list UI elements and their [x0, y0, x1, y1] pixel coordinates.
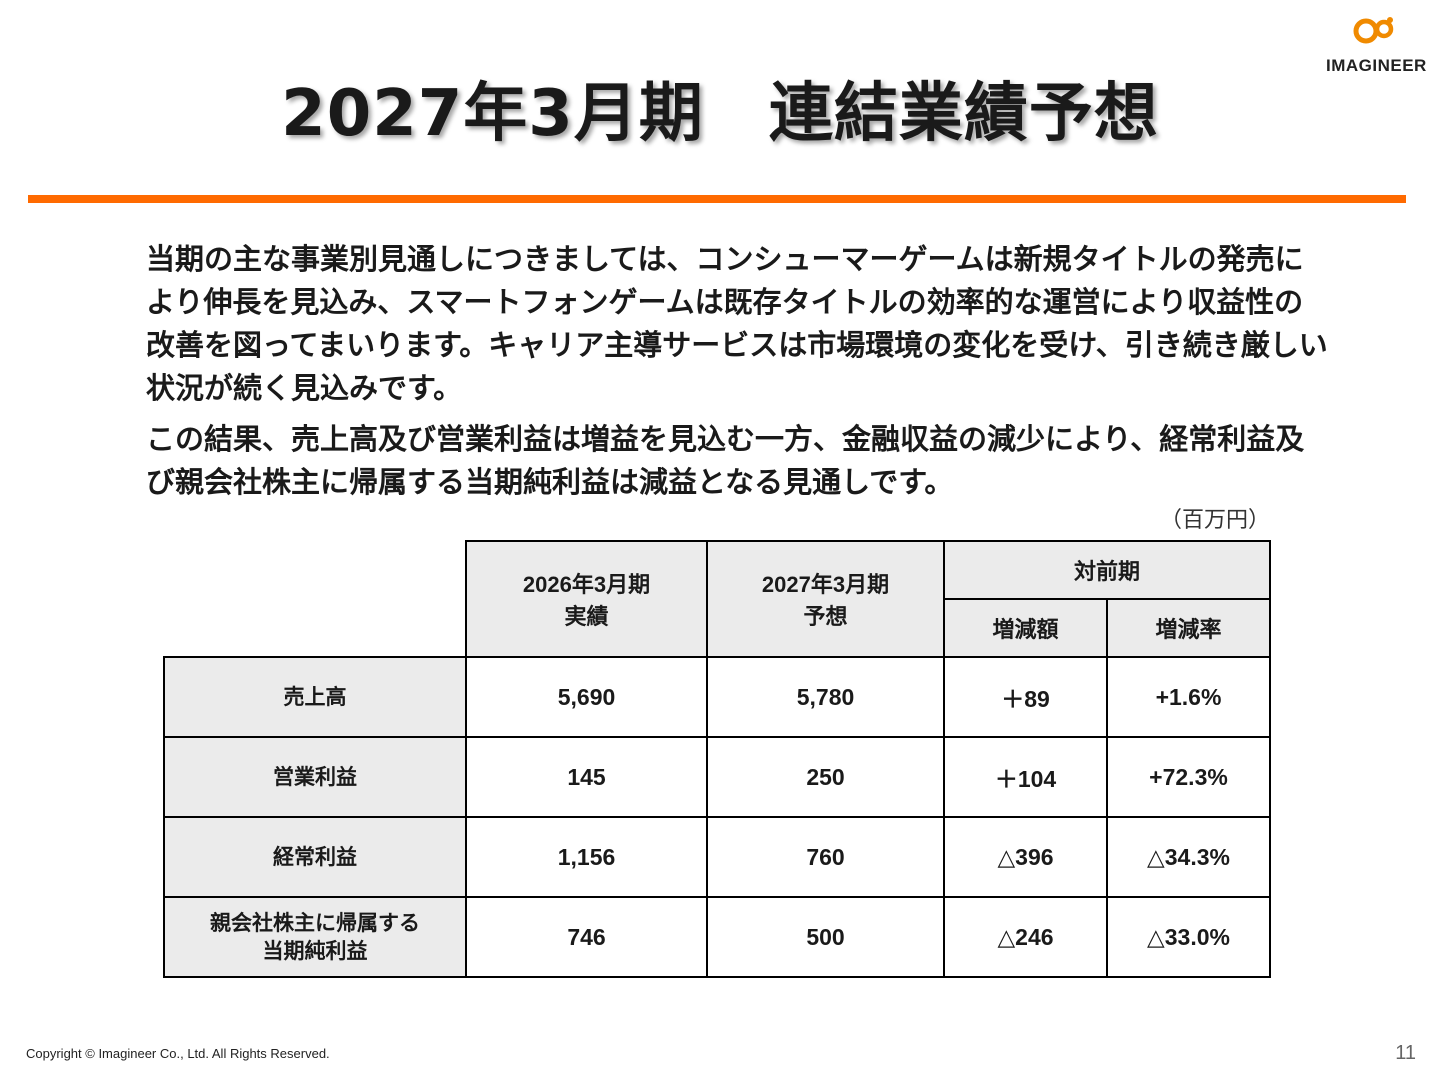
value-fy2027: 760: [706, 816, 945, 898]
row-label: 売上高: [163, 656, 467, 738]
unit-note: （百万円）: [1159, 508, 1270, 533]
outlook-text: 当期の主な事業別見通しにつきましては、コンシューマーゲームは新規タイトルの発売に…: [146, 238, 1328, 512]
header-yoy: 対前期: [943, 540, 1271, 600]
value-rate: △33.0%: [1106, 896, 1271, 978]
row-label: 親会社株主に帰属する 当期純利益: [163, 896, 467, 978]
value-fy2026: 746: [465, 896, 708, 978]
table-row: 売上高 5,690 5,780 ＋89 +1.6%: [163, 656, 1271, 738]
header-fy2027-forecast: 2027年3月期 予想: [706, 540, 945, 658]
value-rate: +72.3%: [1106, 736, 1271, 818]
outlook-paragraph: 当期の主な事業別見通しにつきましては、コンシューマーゲームは新規タイトルの発売に…: [146, 242, 1328, 405]
value-fy2027: 5,780: [706, 656, 945, 738]
logo-mark-icon: [1353, 17, 1394, 44]
earnings-forecast-table: 2026年3月期 実績 2027年3月期 予想 対前期 増減額 増減率 売上高 …: [163, 540, 1271, 978]
value-rate: △34.3%: [1106, 816, 1271, 898]
page-number: 11: [1395, 1042, 1416, 1064]
value-diff: △246: [943, 896, 1108, 978]
value-fy2026: 1,156: [465, 816, 708, 898]
value-fy2026: 145: [465, 736, 708, 818]
value-diff: ＋104: [943, 736, 1108, 818]
header-diff: 増減額: [943, 598, 1108, 658]
value-fy2027: 250: [706, 736, 945, 818]
copyright-footer: Copyright © Imagineer Co., Ltd. All Righ…: [26, 1046, 330, 1061]
table-row: 親会社株主に帰属する 当期純利益 746 500 △246 △33.0%: [163, 896, 1271, 978]
header-blank-cell: [164, 541, 467, 658]
header-fy2026-actual: 2026年3月期 実績: [465, 540, 708, 658]
value-rate: +1.6%: [1106, 656, 1271, 738]
header-rate: 増減率: [1106, 598, 1271, 658]
value-diff: △396: [943, 816, 1108, 898]
value-fy2026: 5,690: [465, 656, 708, 738]
value-fy2027: 500: [706, 896, 945, 978]
row-label: 営業利益: [163, 736, 467, 818]
row-label: 経常利益: [163, 816, 467, 898]
table-row: 営業利益 145 250 ＋104 +72.3%: [163, 736, 1271, 818]
logo-text: IMAGINEER: [1326, 56, 1427, 75]
outlook-paragraph: この結果、売上高及び営業利益は増益を見込む一方、金融収益の減少により、経常利益及…: [146, 422, 1305, 499]
table-row: 経常利益 1,156 760 △396 △34.3%: [163, 816, 1271, 898]
slide-title: 2027年3月期 連結業績予想: [281, 77, 1159, 151]
title-divider: [28, 195, 1406, 203]
value-diff: ＋89: [943, 656, 1108, 738]
imagineer-logo: IMAGINEER: [1326, 14, 1426, 76]
